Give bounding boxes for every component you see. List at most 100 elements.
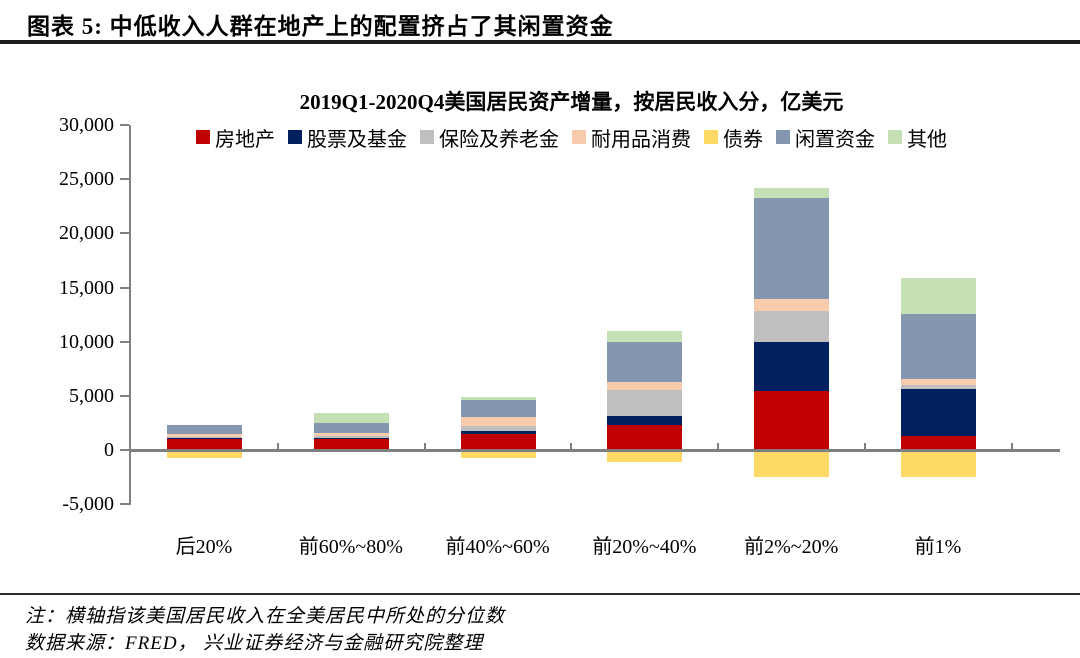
x-tick (717, 443, 720, 450)
y-tick-label: 0 (104, 439, 114, 461)
bar-segment-保险及养老金-前20%~40% (607, 389, 683, 416)
y-tick-label: 10,000 (59, 330, 114, 353)
bar-segment-耐用品消费-前2%~20% (754, 298, 830, 312)
bar-segment-其他-前2%~20% (754, 187, 830, 198)
bar-segment-房地产-前1% (900, 436, 976, 450)
bar-segment-保险及养老金-后20% (166, 437, 242, 438)
bar-segment-股票及基金-前60%~80% (313, 437, 389, 440)
y-tick (120, 449, 129, 451)
legend-swatch-icon (704, 130, 718, 144)
bar-segment-闲置资金-前40%~60% (460, 399, 536, 418)
figure-title: 图表 5: 中低收入人群在地产上的配置挤占了其闲置资金 (27, 14, 614, 39)
legend-label: 保险及养老金 (439, 128, 559, 151)
bar-segment-股票及基金-前20%~40% (607, 415, 683, 425)
report-header: 图表 5: 中低收入人群在地产上的配置挤占了其闲置资金 (0, 0, 1080, 44)
legend-item-3: 耐用品消费 (572, 123, 691, 152)
bar-segment-保险及养老金-前40%~60% (460, 425, 536, 432)
chart-title: 2019Q1-2020Q4美国居民资产增量，按居民收入分，亿美元 (299, 90, 844, 114)
x-category-label: 前1% (914, 536, 962, 558)
legend-swatch-icon (420, 130, 434, 144)
y-tick-label: 30,000 (59, 114, 114, 137)
y-tick (120, 124, 129, 127)
bar-segment-其他-前20%~40% (607, 331, 683, 343)
bar-segment-耐用品消费-前20%~40% (607, 382, 683, 390)
y-tick (120, 286, 129, 289)
legend-label: 债券 (723, 128, 763, 151)
bar-segment-房地产-前60%~80% (313, 439, 389, 450)
bar-segment-耐用品消费-前60%~80% (313, 433, 389, 437)
bar-segment-房地产-前2%~20% (754, 390, 830, 450)
bar-segment-房地产-前20%~40% (607, 424, 683, 450)
legend-item-4: 债券 (704, 123, 763, 152)
bar-segment-股票及基金-前2%~20% (754, 341, 830, 391)
bar-segment-闲置资金-前2%~20% (754, 197, 830, 299)
y-tick (120, 232, 129, 235)
bar-segment-保险及养老金-前1% (900, 385, 976, 390)
x-tick (1010, 443, 1013, 450)
y-tick (120, 178, 129, 181)
bar-segment-股票及基金-前1% (900, 389, 976, 437)
legend-swatch-icon (572, 130, 586, 144)
y-tick-label: 15,000 (59, 276, 114, 299)
legend-item-1: 股票及基金 (288, 123, 407, 152)
x-tick (570, 443, 573, 450)
x-category-label: 前40%~60% (445, 536, 550, 558)
bar-segment-耐用品消费-后20% (166, 434, 242, 437)
bar-segment-债券-前2%~20% (754, 450, 830, 478)
bar-segment-房地产-前40%~60% (460, 434, 536, 450)
bar-segment-耐用品消费-前1% (900, 379, 976, 386)
y-axis-line (129, 125, 131, 505)
x-axis-line (129, 449, 1060, 452)
bar-segment-保险及养老金-前60%~80% (313, 436, 389, 438)
bar-segment-股票及基金-后20% (166, 437, 242, 440)
bar-segment-债券-前1% (900, 450, 976, 478)
legend-item-5: 闲置资金 (776, 123, 875, 152)
x-category-label: 前60%~80% (298, 536, 403, 558)
x-category-label: 前2%~20% (744, 536, 839, 558)
bar-segment-债券-前40%~60% (460, 450, 536, 459)
legend-item-0: 房地产 (196, 123, 275, 152)
legend-swatch-icon (288, 130, 302, 144)
legend-swatch-icon (888, 130, 902, 144)
legend-label: 其他 (907, 128, 947, 151)
bar-segment-债券-前20%~40% (607, 450, 683, 462)
legend-swatch-icon (776, 130, 790, 144)
bar-segment-股票及基金-前40%~60% (460, 431, 536, 435)
bar-segment-闲置资金-前20%~40% (607, 342, 683, 383)
bar-segment-其他-前60%~80% (313, 413, 389, 423)
y-tick (120, 503, 129, 506)
bar-segment-闲置资金-后20% (166, 424, 242, 435)
x-category-label: 前20%~40% (592, 536, 697, 558)
y-tick (120, 394, 129, 397)
legend-label: 房地产 (215, 128, 275, 151)
header-underline (0, 40, 1080, 44)
y-tick-label: -5,000 (62, 493, 114, 516)
footer-note: 注：横轴指该美国居民收入在全美居民中所处的分位数 (25, 606, 506, 627)
bar-segment-债券-后20% (166, 450, 242, 458)
bar-segment-保险及养老金-前2%~20% (754, 311, 830, 342)
y-tick-label: 20,000 (59, 222, 114, 245)
footer-divider (0, 593, 1080, 595)
legend-item-6: 其他 (888, 123, 947, 152)
legend-label: 闲置资金 (795, 128, 875, 151)
bar-segment-其他-前1% (900, 278, 976, 314)
bar-segment-房地产-后20% (166, 439, 242, 450)
legend-label: 股票及基金 (307, 128, 407, 151)
bar-segment-闲置资金-前60%~80% (313, 422, 389, 434)
x-tick (423, 443, 426, 450)
legend-label: 耐用品消费 (591, 128, 691, 151)
legend-item-2: 保险及养老金 (420, 123, 559, 152)
y-tick (120, 340, 129, 343)
y-tick-label: 25,000 (59, 168, 114, 191)
x-tick (276, 443, 279, 450)
legend-swatch-icon (196, 130, 210, 144)
x-tick (864, 443, 866, 450)
bar-segment-其他-前40%~60% (460, 397, 536, 400)
bar-segment-闲置资金-前1% (900, 313, 976, 380)
bar-segment-耐用品消费-前40%~60% (460, 417, 536, 426)
legend: 房地产 股票及基金 保险及养老金 耐用品消费 债券 闲置资金 其他 (131, 123, 1012, 151)
footer-source: 数据来源：FRED， 兴业证券经济与金融研究院整理 (25, 633, 484, 654)
x-category-label: 后20% (175, 536, 233, 558)
y-tick-label: 5,000 (69, 384, 114, 407)
